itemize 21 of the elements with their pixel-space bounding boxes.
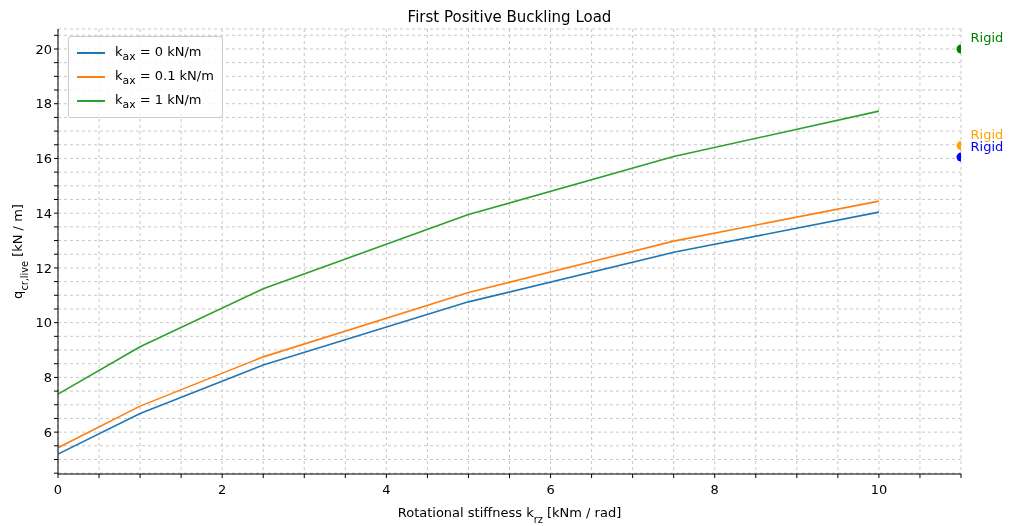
- y-tick-label: 6: [43, 424, 52, 440]
- legend-label: k$_{ax}$ = 0 kN/m: [115, 43, 202, 63]
- y-tick-label: 14: [35, 205, 52, 221]
- x-tick-label: 6: [546, 482, 555, 497]
- x-axis-title: Rotational stiffness k$_{rz}$ [kNm / rad]: [397, 505, 622, 525]
- legend-label: k$_{ax}$ = 0.1 kN/m: [115, 67, 214, 87]
- y-tick-label: 20: [35, 41, 52, 57]
- x-tick-label: 2: [218, 482, 227, 497]
- y-tick-label: 16: [35, 151, 52, 167]
- x-tick-label: 0: [53, 482, 63, 497]
- x-tick-label: 10: [870, 482, 888, 497]
- y-tick-label: 12: [35, 260, 52, 276]
- legend-label: k$_{ax}$ = 1 kN/m: [115, 91, 202, 111]
- y-tick-label: 10: [35, 315, 52, 331]
- y-tick-label: 8: [43, 370, 52, 386]
- series-label: Rigid: [970, 30, 1004, 46]
- chart-title: First Positive Buckling Load: [406, 8, 613, 26]
- x-tick-label: 8: [710, 482, 719, 497]
- line-series: [58, 110, 880, 395]
- y-tick-label: 18: [35, 96, 52, 112]
- x-tick-label: 4: [382, 482, 391, 497]
